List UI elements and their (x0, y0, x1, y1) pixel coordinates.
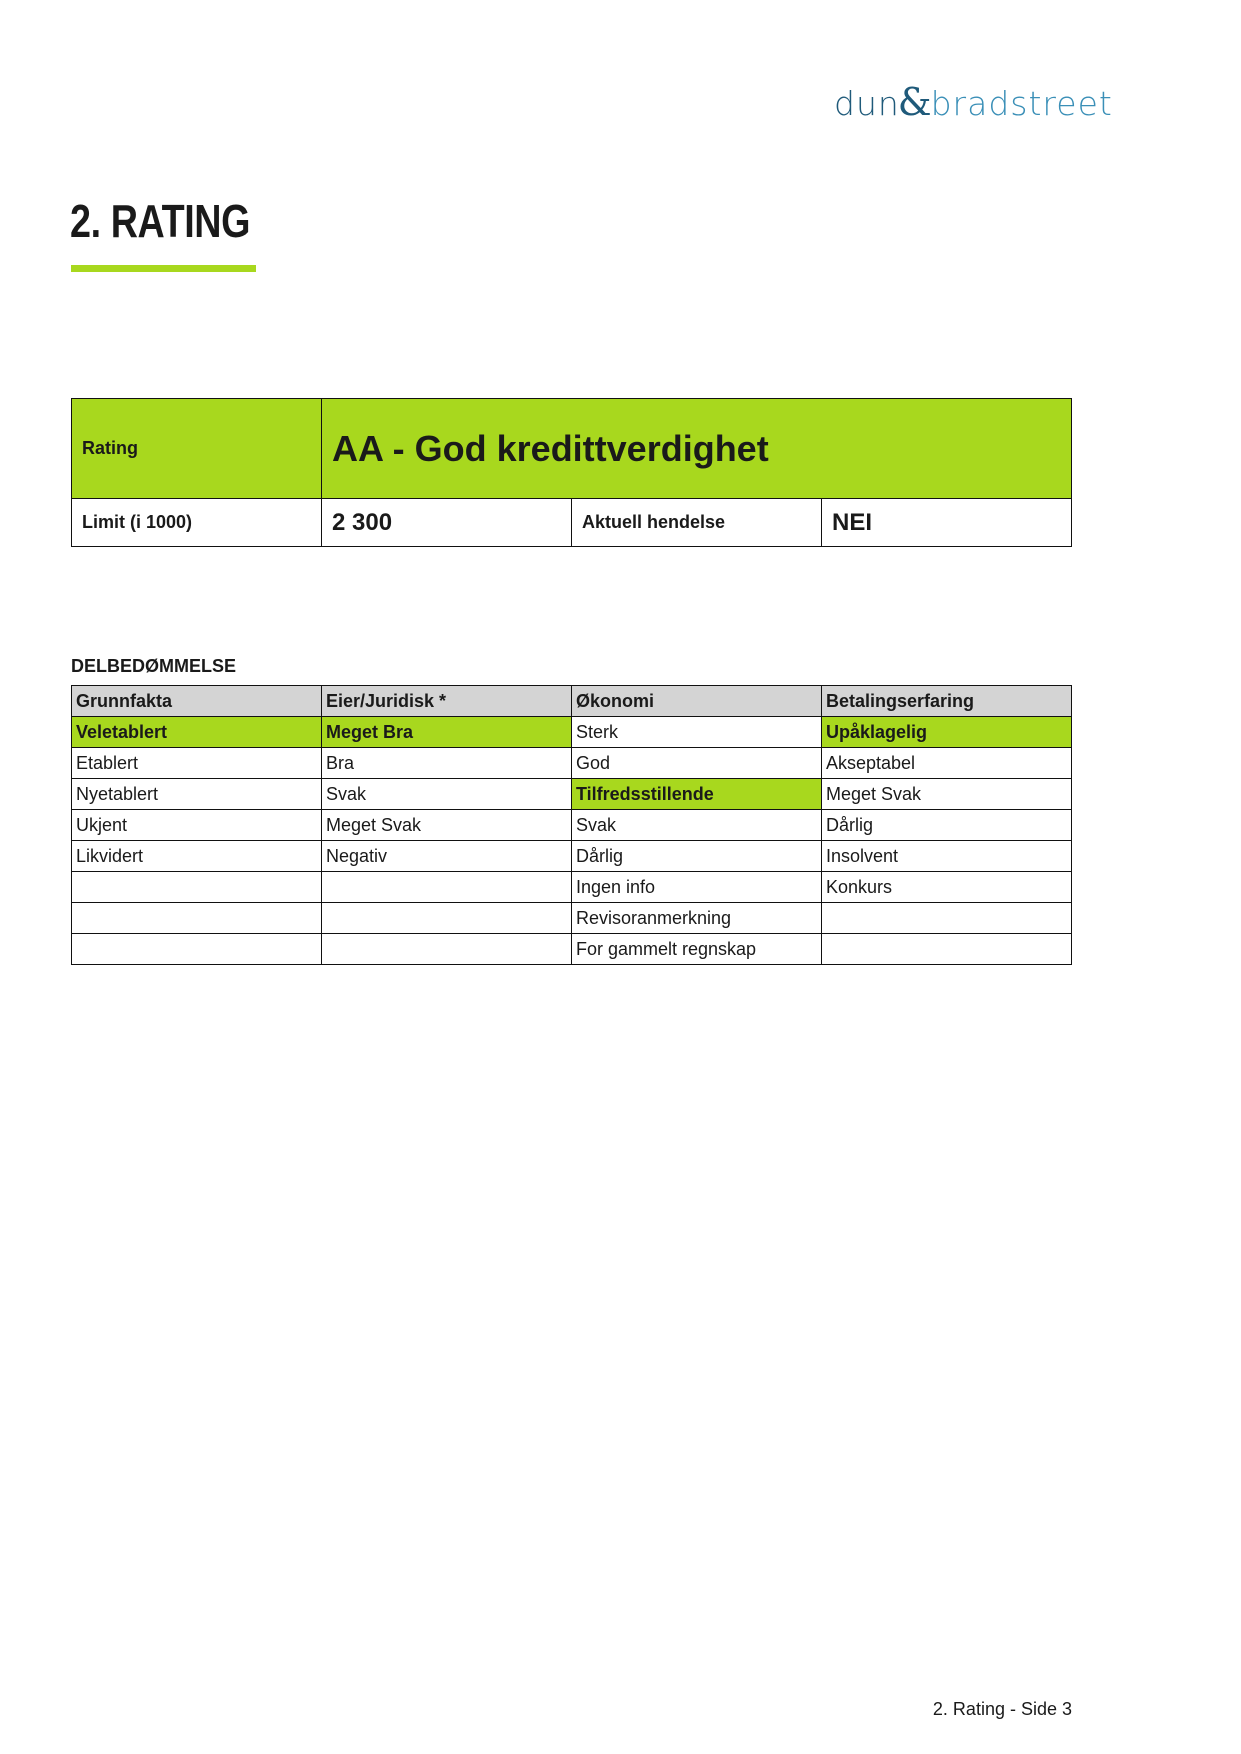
table-cell: Tilfredsstillende (571, 778, 822, 810)
table-row: Veletablert Meget Bra Sterk Upåklagelig (71, 716, 1072, 748)
table-cell: God (571, 747, 822, 779)
table-cell: Negativ (321, 840, 572, 872)
table-cell: Likvidert (71, 840, 322, 872)
table-cell: Meget Svak (821, 778, 1072, 810)
page-footer: 2. Rating - Side 3 (932, 1699, 1072, 1719)
limit-label: Limit (i 1000) (71, 498, 322, 547)
logo-part-dun: dun (834, 84, 900, 123)
table-cell: Sterk (571, 716, 822, 748)
table-cell (821, 902, 1072, 934)
table-header-row: Grunnfakta Eier/Juridisk * Økonomi Betal… (71, 685, 1072, 717)
table-cell: Svak (321, 778, 572, 810)
delbedommelse-table: Grunnfakta Eier/Juridisk * Økonomi Betal… (71, 685, 1072, 965)
table-cell: Ukjent (71, 809, 322, 841)
event-label: Aktuell hendelse (571, 498, 822, 547)
rating-table: Rating AA - God kredittverdighet Limit (… (71, 398, 1072, 547)
table-cell (321, 933, 572, 965)
table-cell (71, 902, 322, 934)
column-header: Økonomi (571, 685, 822, 717)
table-cell: For gammelt regnskap (571, 933, 822, 965)
table-row: Nyetablert Svak Tilfredsstillende Meget Sva… (71, 778, 1072, 810)
rating-label: Rating (71, 398, 322, 499)
table-cell: Akseptabel (821, 747, 1072, 779)
logo-ampersand: & (897, 80, 933, 124)
table-cell: Dårlig (821, 809, 1072, 841)
table-cell: Bra (321, 747, 572, 779)
table-row: Revisoranmerkning (71, 902, 1072, 934)
table-row: Ingen info Konkurs (71, 871, 1072, 903)
section-heading: DELBEDØMMELSE (71, 656, 237, 676)
column-header: Betalingserfaring (821, 685, 1072, 717)
table-cell (321, 871, 572, 903)
table-row: Etablert Bra God Akseptabel (71, 747, 1072, 779)
table-cell: Upåklagelig (821, 716, 1072, 748)
table-cell (71, 933, 322, 965)
table-row: Ukjent Meget Svak Svak Dårlig (71, 809, 1072, 841)
title-underline (71, 265, 256, 272)
table-cell: Revisoranmerkning (571, 902, 822, 934)
table-cell: Meget Svak (321, 809, 572, 841)
table-cell: Etablert (71, 747, 322, 779)
column-header: Grunnfakta (71, 685, 322, 717)
logo-part-bradstreet: bradstreet (930, 84, 1113, 123)
table-cell: Svak (571, 809, 822, 841)
rating-value: AA - God kredittverdighet (321, 398, 1072, 499)
table-cell: Ingen info (571, 871, 822, 903)
table-cell: Veletablert (71, 716, 322, 748)
table-cell (71, 871, 322, 903)
column-header: Eier/Juridisk * (321, 685, 572, 717)
table-cell (821, 933, 1072, 965)
dun-bradstreet-logo: dun&bradstreet (834, 80, 1113, 124)
table-row: For gammelt regnskap (71, 933, 1072, 965)
table-cell (321, 902, 572, 934)
table-cell: Konkurs (821, 871, 1072, 903)
event-value: NEI (821, 498, 1072, 547)
table-cell: Dårlig (571, 840, 822, 872)
table-cell: Insolvent (821, 840, 1072, 872)
table-row: Likvidert Negativ Dårlig Insolvent (71, 840, 1072, 872)
page-title: 2. RATING (70, 195, 251, 247)
table-cell: Meget Bra (321, 716, 572, 748)
table-cell: Nyetablert (71, 778, 322, 810)
limit-value: 2 300 (321, 498, 572, 547)
